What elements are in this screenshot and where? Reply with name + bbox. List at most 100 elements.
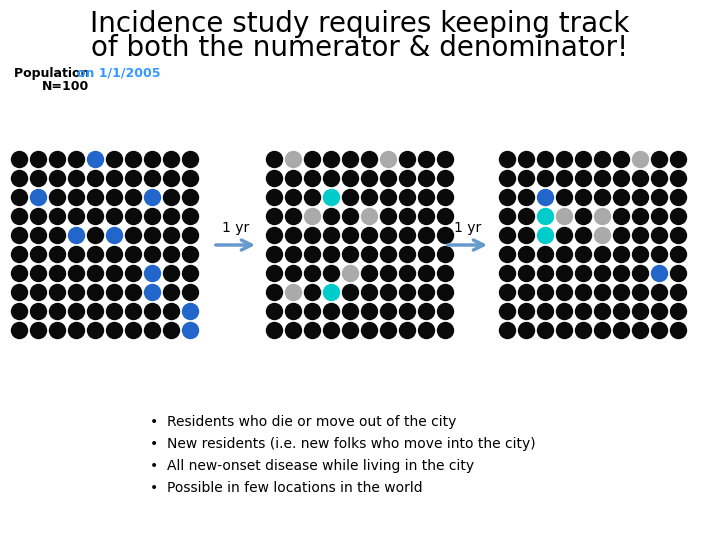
Circle shape xyxy=(68,303,84,320)
Text: of both the numerator & denominator!: of both the numerator & denominator! xyxy=(91,34,629,62)
Circle shape xyxy=(50,171,66,186)
Circle shape xyxy=(30,266,47,281)
Circle shape xyxy=(125,246,142,262)
Circle shape xyxy=(68,171,84,186)
Circle shape xyxy=(518,227,534,244)
Circle shape xyxy=(163,266,179,281)
Circle shape xyxy=(613,322,629,339)
Circle shape xyxy=(88,152,104,167)
Circle shape xyxy=(50,208,66,225)
Circle shape xyxy=(107,303,122,320)
Circle shape xyxy=(438,246,454,262)
Circle shape xyxy=(361,246,377,262)
Circle shape xyxy=(575,246,592,262)
Circle shape xyxy=(632,246,649,262)
Circle shape xyxy=(380,246,397,262)
Circle shape xyxy=(652,303,667,320)
Circle shape xyxy=(182,208,199,225)
Circle shape xyxy=(632,322,649,339)
Circle shape xyxy=(50,303,66,320)
Circle shape xyxy=(12,208,27,225)
Circle shape xyxy=(500,152,516,167)
Circle shape xyxy=(323,266,340,281)
Circle shape xyxy=(595,208,611,225)
Circle shape xyxy=(518,190,534,206)
Circle shape xyxy=(107,227,122,244)
Circle shape xyxy=(163,152,179,167)
Circle shape xyxy=(380,152,397,167)
Circle shape xyxy=(88,227,104,244)
Circle shape xyxy=(400,190,415,206)
Text: Population: Population xyxy=(14,66,94,79)
Circle shape xyxy=(575,266,592,281)
Circle shape xyxy=(400,208,415,225)
Circle shape xyxy=(125,303,142,320)
Circle shape xyxy=(538,303,554,320)
Circle shape xyxy=(30,208,47,225)
Circle shape xyxy=(361,285,377,300)
Circle shape xyxy=(68,190,84,206)
Circle shape xyxy=(575,322,592,339)
Circle shape xyxy=(343,322,359,339)
Circle shape xyxy=(400,227,415,244)
Circle shape xyxy=(632,208,649,225)
Circle shape xyxy=(613,303,629,320)
Circle shape xyxy=(343,171,359,186)
Circle shape xyxy=(613,152,629,167)
Circle shape xyxy=(182,285,199,300)
Circle shape xyxy=(670,322,686,339)
Circle shape xyxy=(613,266,629,281)
Circle shape xyxy=(380,208,397,225)
Text: •  Possible in few locations in the world: • Possible in few locations in the world xyxy=(150,481,423,495)
Circle shape xyxy=(107,266,122,281)
Circle shape xyxy=(361,303,377,320)
Circle shape xyxy=(323,227,340,244)
Circle shape xyxy=(380,322,397,339)
Circle shape xyxy=(107,208,122,225)
Circle shape xyxy=(163,190,179,206)
Circle shape xyxy=(652,266,667,281)
Circle shape xyxy=(145,152,161,167)
Circle shape xyxy=(595,152,611,167)
Circle shape xyxy=(163,322,179,339)
Circle shape xyxy=(266,152,282,167)
Circle shape xyxy=(557,322,572,339)
Circle shape xyxy=(400,152,415,167)
Circle shape xyxy=(266,208,282,225)
Circle shape xyxy=(286,322,302,339)
Text: •  New residents (i.e. new folks who move into the city): • New residents (i.e. new folks who move… xyxy=(150,437,536,451)
Circle shape xyxy=(613,285,629,300)
Circle shape xyxy=(575,227,592,244)
Circle shape xyxy=(266,322,282,339)
Circle shape xyxy=(613,171,629,186)
Circle shape xyxy=(557,285,572,300)
Circle shape xyxy=(538,190,554,206)
Circle shape xyxy=(557,152,572,167)
Circle shape xyxy=(595,190,611,206)
Circle shape xyxy=(575,303,592,320)
Circle shape xyxy=(68,227,84,244)
Circle shape xyxy=(163,208,179,225)
Circle shape xyxy=(632,227,649,244)
Circle shape xyxy=(670,227,686,244)
Circle shape xyxy=(518,266,534,281)
Circle shape xyxy=(125,152,142,167)
Text: on 1/1/2005: on 1/1/2005 xyxy=(77,66,161,79)
Circle shape xyxy=(500,208,516,225)
Circle shape xyxy=(125,266,142,281)
Circle shape xyxy=(145,303,161,320)
Circle shape xyxy=(12,303,27,320)
Circle shape xyxy=(30,285,47,300)
Circle shape xyxy=(557,266,572,281)
Circle shape xyxy=(613,190,629,206)
Circle shape xyxy=(68,246,84,262)
Circle shape xyxy=(163,227,179,244)
Circle shape xyxy=(30,322,47,339)
Circle shape xyxy=(500,322,516,339)
Circle shape xyxy=(266,285,282,300)
Circle shape xyxy=(632,303,649,320)
Circle shape xyxy=(182,266,199,281)
Circle shape xyxy=(418,322,434,339)
Circle shape xyxy=(670,190,686,206)
Text: •  Residents who die or move out of the city: • Residents who die or move out of the c… xyxy=(150,415,456,429)
